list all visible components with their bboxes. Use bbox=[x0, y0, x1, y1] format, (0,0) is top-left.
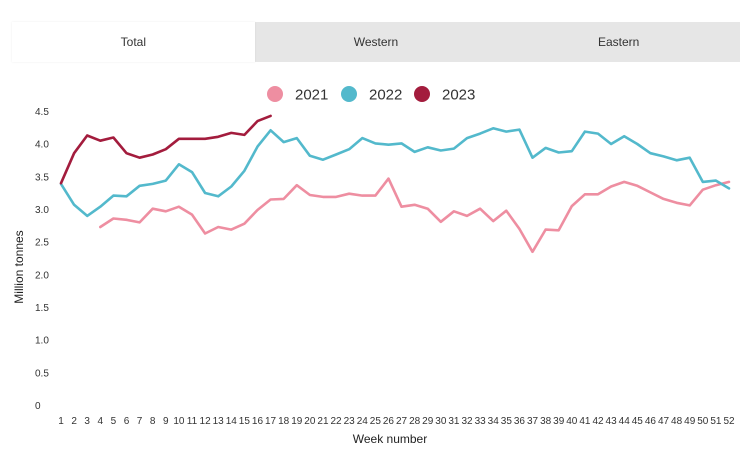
x-tick-label: 31 bbox=[448, 416, 460, 427]
x-tick-label: 45 bbox=[632, 416, 644, 427]
x-tick-label: 41 bbox=[579, 416, 591, 427]
x-tick-label: 25 bbox=[370, 416, 382, 427]
x-tick-label: 9 bbox=[163, 416, 169, 427]
series-line-2021 bbox=[99, 177, 731, 254]
x-tick-label: 2 bbox=[71, 416, 77, 427]
x-tick-label: 24 bbox=[357, 416, 369, 427]
x-tick-label: 19 bbox=[291, 416, 303, 427]
x-tick-label: 30 bbox=[435, 416, 447, 427]
x-tick-label: 42 bbox=[592, 416, 604, 427]
x-tick-label: 37 bbox=[527, 416, 539, 427]
x-tick-label: 21 bbox=[317, 416, 329, 427]
y-tick-label: 4.0 bbox=[35, 140, 49, 151]
legend-marker-2022 bbox=[341, 86, 357, 102]
legend-marker-2023 bbox=[414, 86, 430, 102]
series-lines bbox=[59, 114, 731, 254]
y-tick-label: 0.5 bbox=[35, 368, 49, 379]
x-tick-label: 46 bbox=[645, 416, 657, 427]
x-tick-label: 52 bbox=[723, 416, 735, 427]
legend-label-2022: 2022 bbox=[369, 87, 402, 104]
tab-eastern[interactable]: Eastern bbox=[598, 35, 640, 49]
x-tick-label: 51 bbox=[710, 416, 722, 427]
x-tick-label: 23 bbox=[344, 416, 356, 427]
x-tick-label: 38 bbox=[540, 416, 552, 427]
y-tick-label: 1.0 bbox=[35, 336, 49, 347]
x-tick-label: 40 bbox=[566, 416, 578, 427]
tab-western[interactable]: Western bbox=[353, 35, 399, 49]
legend-label-2021: 2021 bbox=[295, 87, 328, 104]
x-tick-label: 27 bbox=[396, 416, 408, 427]
legend-label-2023: 2023 bbox=[442, 87, 475, 104]
x-tick-label: 5 bbox=[111, 416, 117, 427]
x-tick-label: 32 bbox=[461, 416, 473, 427]
x-tick-label: 7 bbox=[137, 416, 143, 427]
x-tick-label: 50 bbox=[697, 416, 709, 427]
x-tick-label: 29 bbox=[422, 416, 434, 427]
x-tick-label: 6 bbox=[124, 416, 130, 427]
legend-marker-2021 bbox=[267, 86, 283, 102]
x-tick-label: 17 bbox=[265, 416, 277, 427]
region-tabs: Total Western Eastern bbox=[12, 22, 740, 62]
legend: 2021 2022 2023 bbox=[267, 86, 475, 104]
x-tick-label: 35 bbox=[501, 416, 513, 427]
x-tick-label: 47 bbox=[658, 416, 670, 427]
x-tick-label: 48 bbox=[671, 416, 683, 427]
y-tick-label: 2.5 bbox=[35, 238, 49, 249]
x-tick-label: 20 bbox=[304, 416, 316, 427]
y-axis-title: Million tonnes bbox=[12, 230, 26, 303]
x-tick-label: 34 bbox=[488, 416, 500, 427]
x-tick-label: 15 bbox=[239, 416, 251, 427]
x-tick-label: 36 bbox=[514, 416, 526, 427]
x-tick-label: 8 bbox=[150, 416, 156, 427]
series-line-2023 bbox=[59, 114, 272, 185]
x-tick-label: 26 bbox=[383, 416, 395, 427]
x-tick-label: 10 bbox=[173, 416, 185, 427]
x-axis-title: Week number bbox=[353, 432, 427, 446]
x-tick-label: 49 bbox=[684, 416, 696, 427]
x-tick-label: 4 bbox=[98, 416, 104, 427]
x-tick-label: 14 bbox=[226, 416, 238, 427]
x-tick-label: 18 bbox=[278, 416, 290, 427]
y-tick-label: 3.5 bbox=[35, 172, 49, 183]
x-tick-label: 1 bbox=[58, 416, 64, 427]
x-axis-ticks: 1 2 3 4 5 6 7 8 9 10 11 12 13 14 15 16 17 18 19 20 21 22 23 24 2… bbox=[58, 416, 735, 427]
x-tick-label: 16 bbox=[252, 416, 264, 427]
y-tick-label: 3.0 bbox=[35, 205, 49, 216]
x-tick-label: 12 bbox=[200, 416, 212, 427]
y-axis-ticks: 0 0.5 1.0 1.5 2.0 2.5 3.0 3.5 4.0 4.5 bbox=[35, 107, 49, 412]
x-tick-label: 28 bbox=[409, 416, 421, 427]
y-tick-label: 2.0 bbox=[35, 270, 49, 281]
x-tick-label: 33 bbox=[475, 416, 487, 427]
x-tick-label: 43 bbox=[606, 416, 618, 427]
y-tick-label: 4.5 bbox=[35, 107, 49, 118]
x-tick-label: 11 bbox=[187, 416, 198, 427]
tab-total[interactable]: Total bbox=[12, 22, 255, 62]
y-tick-label: 0 bbox=[35, 401, 41, 412]
series-line-2022 bbox=[59, 127, 731, 218]
x-tick-label: 39 bbox=[553, 416, 565, 427]
x-tick-label: 3 bbox=[84, 416, 90, 427]
x-tick-label: 44 bbox=[619, 416, 631, 427]
y-tick-label: 1.5 bbox=[35, 303, 49, 314]
x-tick-label: 13 bbox=[213, 416, 225, 427]
x-tick-label: 22 bbox=[330, 416, 342, 427]
